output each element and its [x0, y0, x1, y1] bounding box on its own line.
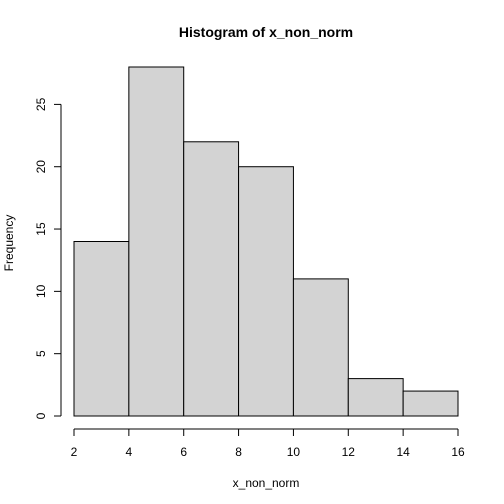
histogram-bar-2: [128, 66, 185, 417]
histogram-bars: [73, 66, 459, 417]
y-tick-label: 25: [34, 97, 48, 111]
y-tick-label: 10: [34, 284, 48, 298]
histogram-bar-4: [238, 166, 294, 417]
y-axis-ticks: 0 5 10 15 20 25: [34, 97, 61, 419]
x-tick-label: 12: [342, 445, 356, 459]
y-axis: 0 5 10 15 20 25: [34, 97, 62, 419]
x-axis: 2 4 6 8 10 12 14 16: [71, 428, 465, 459]
histogram-bar-6: [347, 378, 404, 417]
x-tick-label: 2: [71, 445, 78, 459]
x-axis-ticks: 2 4 6 8 10 12 14 16: [71, 429, 465, 459]
x-tick-label: 6: [180, 445, 187, 459]
y-tick-label: 0: [34, 412, 48, 419]
histogram-bar-7: [402, 390, 459, 417]
x-tick-label: 14: [396, 445, 410, 459]
x-tick-label: 4: [126, 445, 133, 459]
x-tick-label: 16: [451, 445, 465, 459]
y-tick-label: 20: [34, 160, 48, 174]
y-axis-label: Frequency: [2, 215, 16, 272]
histogram-bar-5: [292, 278, 349, 417]
histogram-bar-3: [183, 141, 240, 417]
x-axis-label: x_non_norm: [233, 476, 300, 490]
x-tick-label: 8: [235, 445, 242, 459]
histogram-bar-1: [73, 241, 130, 417]
x-tick-label: 10: [287, 445, 301, 459]
y-tick-label: 5: [34, 350, 48, 357]
y-tick-label: 15: [34, 222, 48, 236]
chart-title: Histogram of x_non_norm: [179, 24, 353, 40]
